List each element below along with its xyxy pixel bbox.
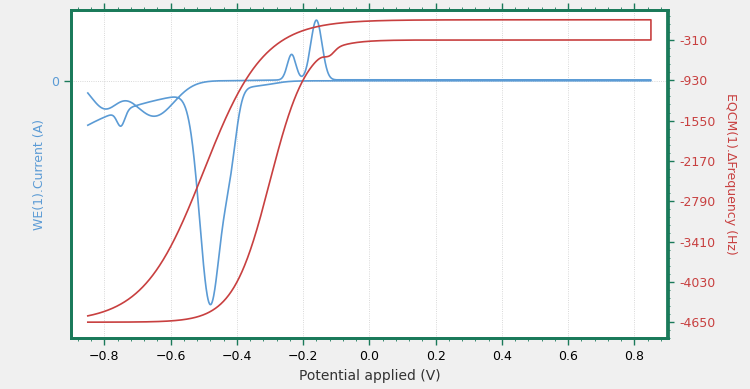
Y-axis label: WE(1).Current (A): WE(1).Current (A) xyxy=(33,119,46,230)
Y-axis label: EQCM(1).ΔFrequency (Hz): EQCM(1).ΔFrequency (Hz) xyxy=(724,93,736,255)
X-axis label: Potential applied (V): Potential applied (V) xyxy=(298,369,440,383)
